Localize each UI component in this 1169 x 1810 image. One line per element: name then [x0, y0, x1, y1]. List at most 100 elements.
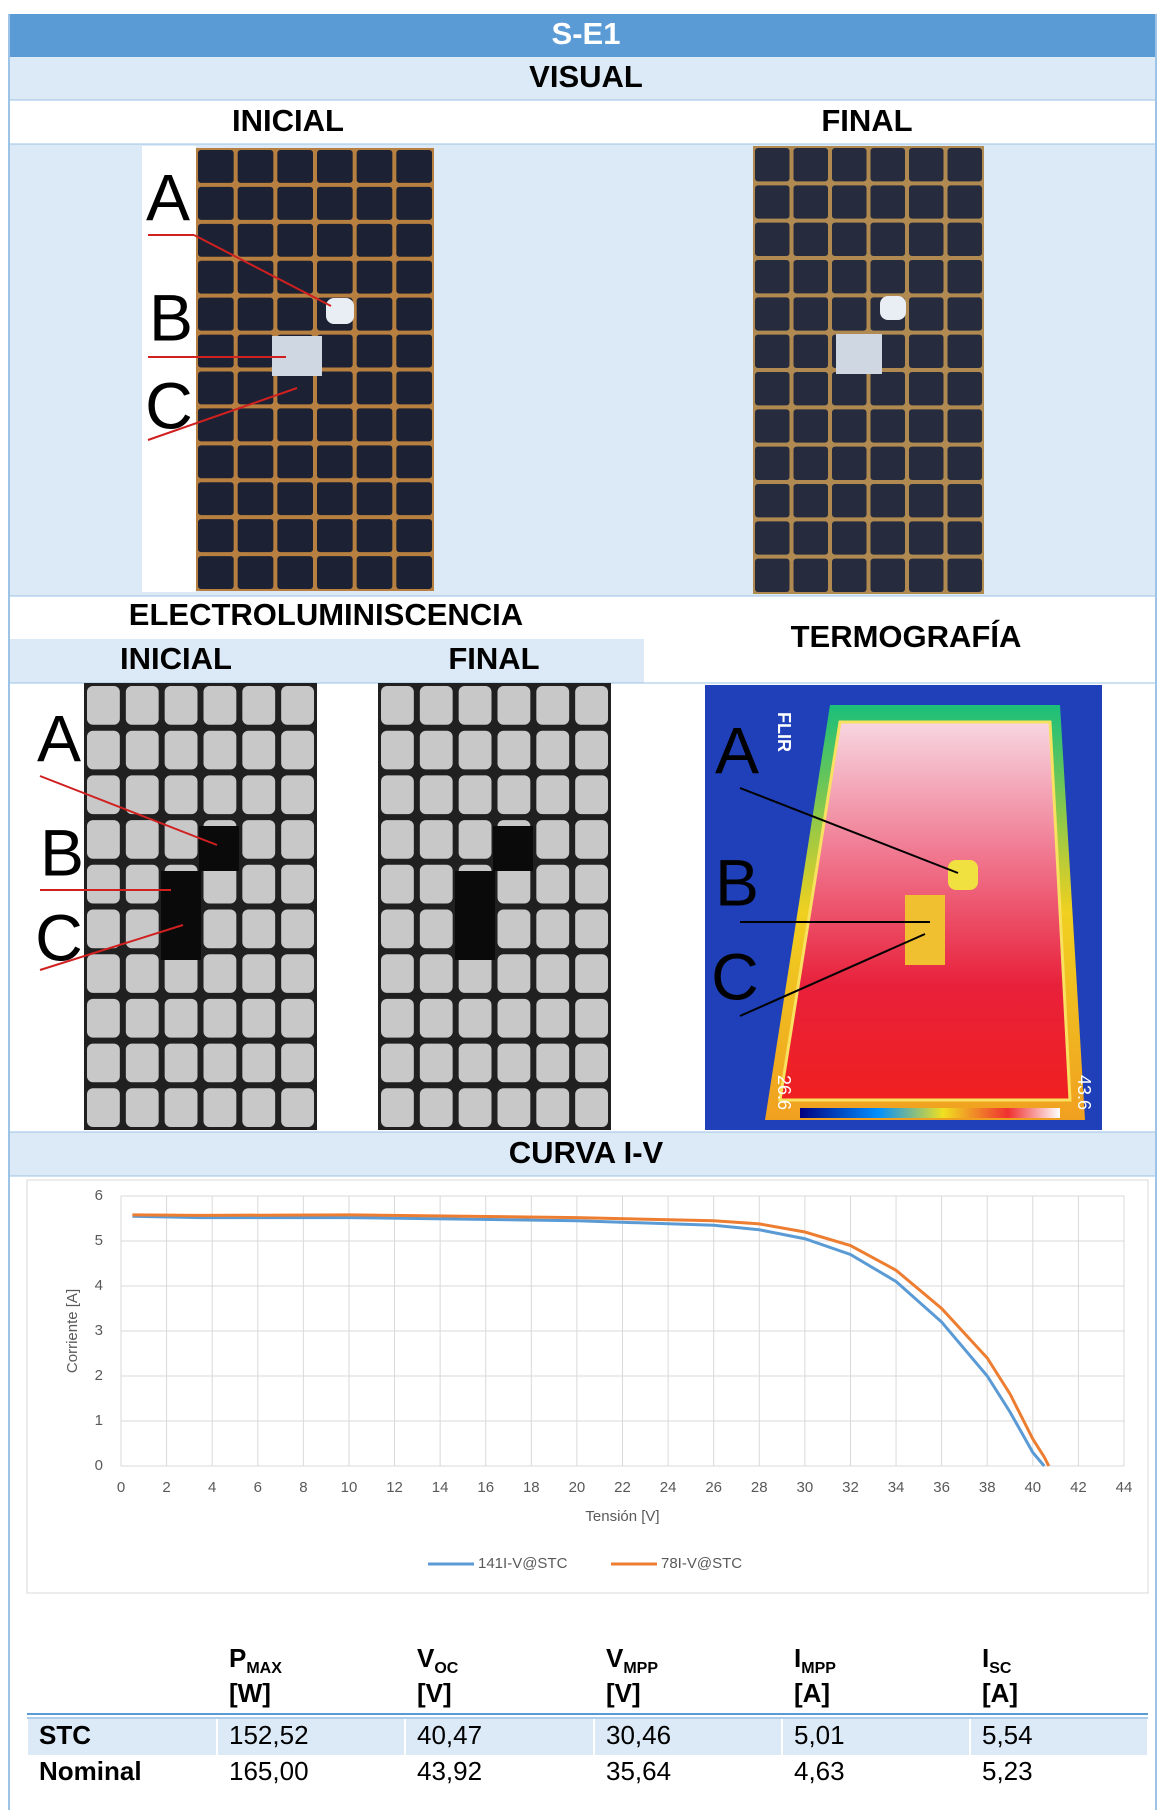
column-title: INICIAL: [120, 641, 232, 676]
cell: [281, 686, 314, 725]
cell: [277, 298, 313, 331]
cell: [948, 484, 983, 517]
cell: [459, 775, 492, 814]
cell: [498, 999, 531, 1038]
cell: [242, 1088, 275, 1127]
cell: [198, 482, 234, 515]
cell: [396, 335, 432, 368]
cell: [357, 556, 393, 589]
thermo-brand: FLIR: [774, 712, 794, 752]
x-tick-label: 4: [208, 1479, 216, 1496]
scale-bar: [800, 1108, 1060, 1118]
cell: [420, 731, 453, 770]
cell: [794, 223, 829, 256]
y-tick-label: 5: [95, 1232, 103, 1249]
cell: [948, 297, 983, 330]
cell: [536, 686, 569, 725]
column-title: FINAL: [821, 103, 912, 138]
marker-label: A: [37, 701, 81, 775]
cell: [755, 148, 790, 181]
cell: [755, 484, 790, 517]
cell: [794, 297, 829, 330]
defect: [326, 298, 354, 324]
cell: [536, 1044, 569, 1083]
cell: [871, 484, 906, 517]
cell: [871, 372, 906, 405]
cell: [238, 224, 274, 257]
cell: [948, 521, 983, 554]
cell: [381, 1088, 414, 1127]
x-tick-label: 6: [254, 1479, 262, 1496]
cell: [198, 408, 234, 441]
cell: [281, 1044, 314, 1083]
cell: [459, 1088, 492, 1127]
x-tick-label: 14: [432, 1479, 449, 1496]
cell: [948, 409, 983, 442]
cell: [396, 150, 432, 183]
cell: [277, 261, 313, 294]
cell: [198, 445, 234, 478]
cell: [396, 482, 432, 515]
cell: [459, 686, 492, 725]
chart-frame: [27, 1180, 1148, 1593]
cell: [948, 185, 983, 218]
cell: [536, 910, 569, 949]
cell: [832, 297, 867, 330]
cell: [948, 372, 983, 405]
y-tick-label: 2: [95, 1367, 103, 1384]
cell: [281, 999, 314, 1038]
cell: [126, 820, 159, 859]
defect: [493, 826, 533, 871]
header-symbol: I: [794, 1643, 801, 1673]
legend-label: 141I-V@STC: [478, 1555, 568, 1572]
cell: [87, 910, 120, 949]
cell: [909, 484, 944, 517]
cell: [165, 1044, 198, 1083]
cell: [277, 224, 313, 257]
cell: [381, 775, 414, 814]
cell: [832, 185, 867, 218]
x-tick-label: 44: [1116, 1479, 1133, 1496]
x-tick-label: 10: [341, 1479, 358, 1496]
cell: [420, 820, 453, 859]
cell: [357, 519, 393, 552]
cell: [575, 999, 608, 1038]
cell: [357, 482, 393, 515]
column-unit: [V]: [417, 1678, 452, 1708]
results-table: PMAX[W]VOC[V]VMPP[V]IMPP[A]ISC[A]STC152,…: [27, 1643, 1148, 1791]
cell: [909, 297, 944, 330]
cell: [238, 187, 274, 220]
cell: [420, 954, 453, 993]
cell: [126, 865, 159, 904]
cell: [396, 187, 432, 220]
table-value: 152,52: [229, 1720, 309, 1750]
defect: [836, 334, 882, 374]
cell: [871, 148, 906, 181]
cell: [277, 519, 313, 552]
cell: [575, 865, 608, 904]
cell: [381, 954, 414, 993]
cell: [281, 1088, 314, 1127]
cell: [87, 999, 120, 1038]
cell: [242, 954, 275, 993]
cell: [755, 260, 790, 293]
x-axis-label: Tensión [V]: [585, 1508, 659, 1525]
cell: [281, 910, 314, 949]
y-axis-label: Corriente [A]: [64, 1289, 81, 1373]
cell: [909, 185, 944, 218]
marker-label: C: [711, 939, 759, 1013]
y-tick-label: 0: [95, 1457, 103, 1474]
header-symbol: P: [229, 1643, 246, 1673]
cell: [909, 223, 944, 256]
cell: [536, 865, 569, 904]
cell: [357, 224, 393, 257]
doc-title: S-E1: [552, 16, 621, 51]
cell: [396, 519, 432, 552]
cell: [242, 999, 275, 1038]
column-header: IMPP: [794, 1643, 836, 1677]
cell: [832, 484, 867, 517]
cell: [242, 820, 275, 859]
marker-label: B: [40, 815, 84, 889]
section-title: ELECTROLUMINISCENCIA: [129, 597, 523, 632]
x-tick-label: 42: [1070, 1479, 1087, 1496]
